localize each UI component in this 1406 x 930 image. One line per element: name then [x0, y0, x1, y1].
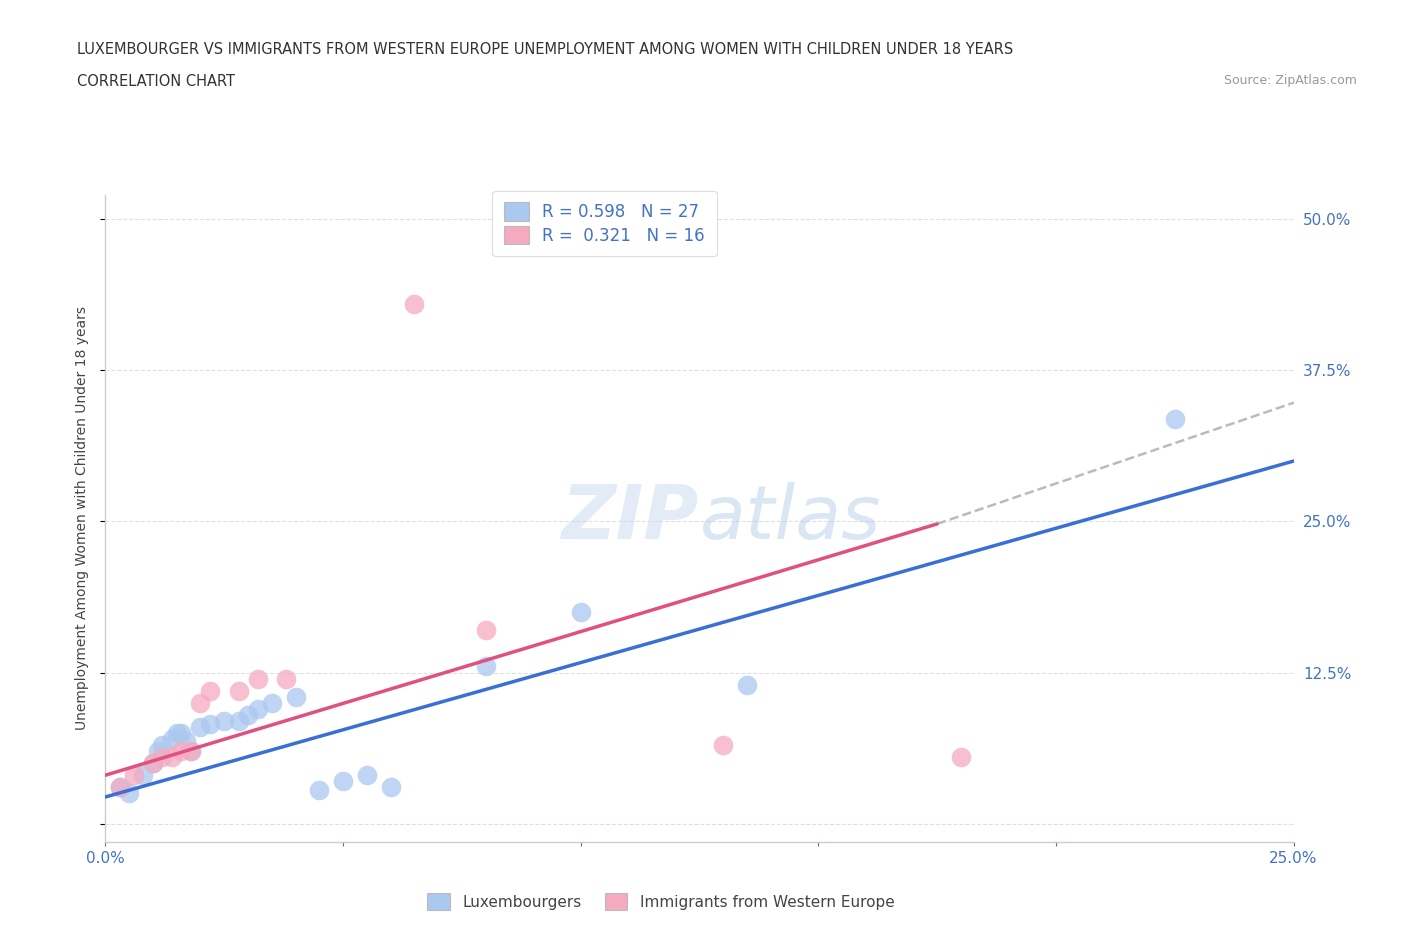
Point — [228, 684, 250, 698]
Point — [180, 744, 202, 759]
Point — [474, 623, 496, 638]
Point — [260, 696, 283, 711]
Point — [569, 604, 592, 619]
Point — [170, 744, 193, 759]
Point — [949, 750, 972, 764]
Point — [214, 713, 236, 728]
Point — [246, 701, 269, 716]
Point — [190, 696, 212, 711]
Point — [308, 782, 330, 797]
Point — [122, 768, 145, 783]
Point — [152, 737, 174, 752]
Point — [146, 744, 169, 759]
Legend: R = 0.598   N = 27, R =  0.321   N = 16: R = 0.598 N = 27, R = 0.321 N = 16 — [492, 191, 717, 257]
Point — [108, 780, 131, 795]
Text: atlas: atlas — [700, 483, 882, 554]
Point — [174, 734, 197, 749]
Point — [142, 756, 165, 771]
Point — [284, 689, 307, 704]
Point — [190, 720, 212, 735]
Point — [228, 713, 250, 728]
Point — [711, 737, 734, 752]
Y-axis label: Unemployment Among Women with Children Under 18 years: Unemployment Among Women with Children U… — [75, 307, 89, 730]
Point — [152, 750, 174, 764]
Text: ZIP: ZIP — [562, 482, 700, 555]
Point — [198, 684, 221, 698]
Point — [274, 671, 297, 686]
Point — [246, 671, 269, 686]
Text: CORRELATION CHART: CORRELATION CHART — [77, 74, 235, 89]
Point — [735, 677, 758, 692]
Point — [404, 297, 426, 312]
Point — [170, 725, 193, 740]
Point — [474, 659, 496, 674]
Text: Source: ZipAtlas.com: Source: ZipAtlas.com — [1223, 74, 1357, 87]
Legend: Luxembourgers, Immigrants from Western Europe: Luxembourgers, Immigrants from Western E… — [419, 885, 903, 918]
Point — [160, 750, 183, 764]
Point — [142, 756, 165, 771]
Point — [332, 774, 354, 789]
Point — [160, 732, 183, 747]
Text: LUXEMBOURGER VS IMMIGRANTS FROM WESTERN EUROPE UNEMPLOYMENT AMONG WOMEN WITH CHI: LUXEMBOURGER VS IMMIGRANTS FROM WESTERN … — [77, 42, 1014, 57]
Point — [198, 717, 221, 732]
Point — [236, 708, 259, 723]
Point — [166, 725, 188, 740]
Point — [180, 744, 202, 759]
Point — [356, 768, 378, 783]
Point — [380, 780, 402, 795]
Point — [108, 780, 131, 795]
Point — [118, 786, 141, 801]
Point — [132, 768, 155, 783]
Point — [1164, 411, 1187, 426]
